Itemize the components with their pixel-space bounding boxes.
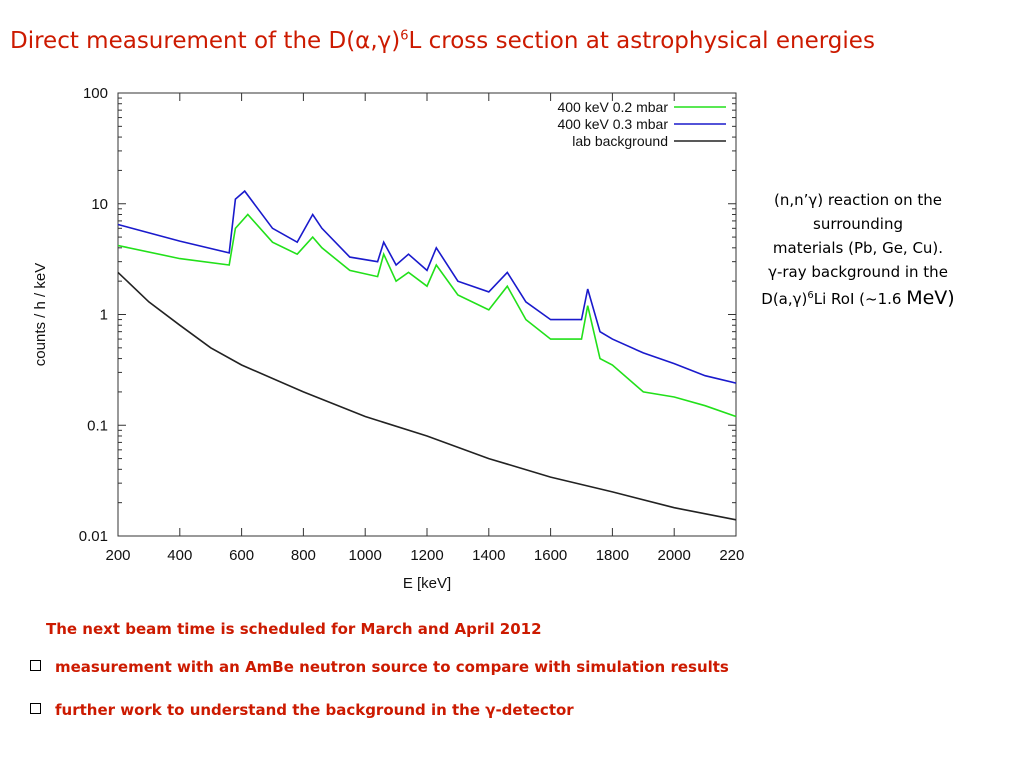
checkbox-bullet-icon — [30, 660, 41, 671]
y-axis-label: counts / h / keV — [32, 263, 49, 366]
note-line-1: (n,n’γ) reaction on the — [774, 191, 942, 209]
note-line-4: γ-ray background in the — [768, 263, 948, 281]
note-line-3: materials (Pb, Ge, Cu). — [772, 239, 944, 257]
bullet-item: measurement with an AmBe neutron source … — [30, 658, 729, 676]
x-axis-label: E [keV] — [403, 575, 451, 592]
bullet-item: further work to understand the backgroun… — [30, 701, 574, 719]
note-line-2: surrounding — [813, 215, 903, 233]
x-tick-label: 1600 — [534, 547, 567, 564]
series-line-0 — [117, 213, 737, 418]
x-tick-label: 1800 — [596, 547, 629, 564]
legend-label: 400 keV 0.3 mbar — [557, 116, 668, 132]
y-tick-label: 100 — [83, 85, 108, 102]
x-tick-label: 1200 — [410, 547, 443, 564]
x-tick-label: 2000 — [658, 547, 691, 564]
legend-label: 400 keV 0.2 mbar — [557, 99, 668, 115]
series-line-1 — [117, 189, 737, 384]
legend-label: lab background — [572, 133, 668, 149]
y-tick-label: 1 — [100, 307, 108, 324]
slide-title: Direct measurement of the D(α,γ)6L cross… — [10, 28, 875, 54]
y-tick-label: 10 — [91, 196, 108, 213]
chart-plot-area — [117, 189, 737, 521]
y-tick-label: 0.1 — [87, 417, 108, 434]
spectrum-chart: 200 400 600 800 1000 1200 1400 1600 1800 2000 220 0… — [32, 85, 745, 592]
x-tick-label: 1000 — [349, 547, 382, 564]
x-tick-label: 600 — [229, 547, 254, 564]
x-tick-label: 1400 — [472, 547, 505, 564]
plot-frame — [117, 92, 737, 537]
x-tick-label: 800 — [291, 547, 316, 564]
background-note: (n,n’γ) reaction on the surrounding mate… — [738, 188, 978, 311]
checkbox-bullet-icon — [30, 703, 41, 714]
x-tick-label: 400 — [167, 547, 192, 564]
x-tick-label: 200 — [105, 547, 130, 564]
series-line-2 — [117, 271, 737, 521]
next-beam-text: The next beam time is scheduled for Marc… — [46, 620, 542, 638]
note-line-5: D(a,γ)6Li RoI (~1.6 MeV) — [761, 287, 955, 309]
chart-axes: 200 400 600 800 1000 1200 1400 1600 1800 2000 220 0… — [32, 85, 745, 592]
y-tick-label: 0.01 — [79, 528, 108, 545]
